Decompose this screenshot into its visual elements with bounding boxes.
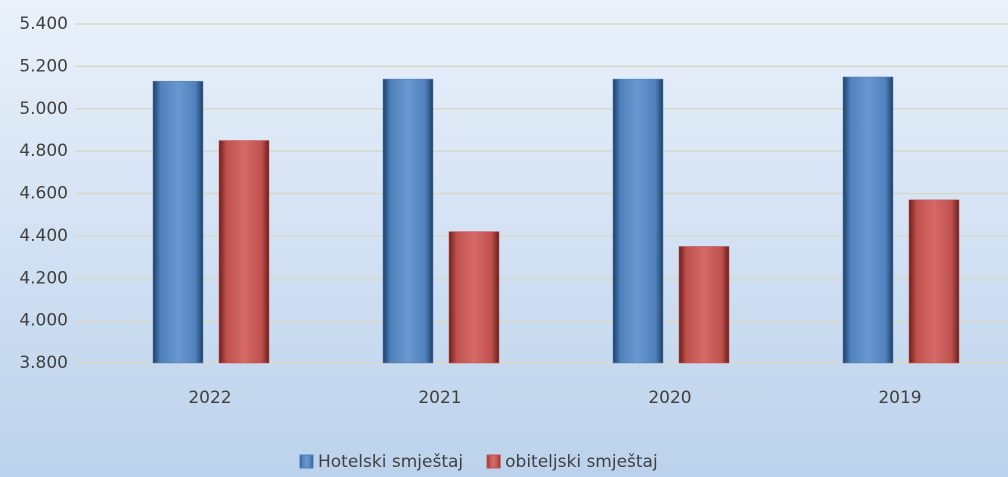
bar xyxy=(382,78,434,364)
x-tick-label: 2021 xyxy=(418,388,461,408)
y-tick-label: 5.000 xyxy=(19,99,68,119)
y-tick-label: 4.200 xyxy=(19,268,68,288)
bar xyxy=(612,78,664,364)
bar xyxy=(218,140,270,364)
bar xyxy=(842,76,894,364)
legend-label: Hotelski smještaj xyxy=(318,452,463,472)
y-tick-label: 5.200 xyxy=(19,56,68,76)
bar xyxy=(678,246,730,364)
y-tick-label: 4.800 xyxy=(19,141,68,161)
bar xyxy=(152,80,204,364)
legend-swatch xyxy=(299,454,314,469)
y-tick-label: 5.400 xyxy=(19,14,68,34)
x-tick-label: 2019 xyxy=(878,388,921,408)
x-tick-label: 2022 xyxy=(188,388,231,408)
legend-label: obiteljski smještaj xyxy=(505,452,658,472)
y-tick-label: 3.800 xyxy=(19,353,68,373)
y-tick-label: 4.000 xyxy=(19,311,68,331)
x-tick-label: 2020 xyxy=(648,388,691,408)
legend-swatch xyxy=(486,454,501,469)
bar xyxy=(448,231,500,364)
y-tick-label: 4.400 xyxy=(19,226,68,246)
y-tick-label: 4.600 xyxy=(19,184,68,204)
bar xyxy=(908,199,960,364)
